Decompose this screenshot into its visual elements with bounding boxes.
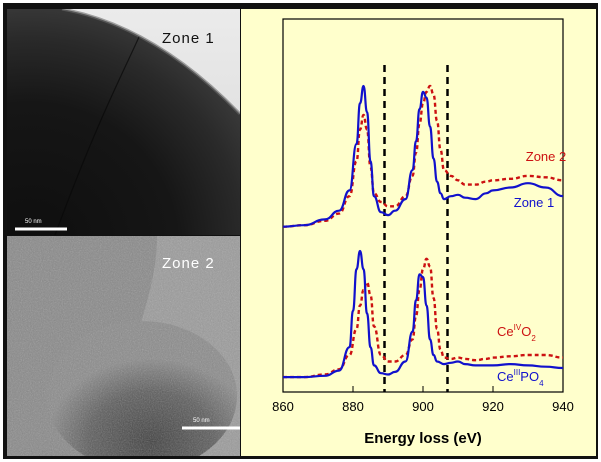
x-axis-ticks: 860 880 900 920 940 [272, 386, 574, 414]
x-tick-label: 900 [412, 399, 434, 414]
reference-lines [383, 65, 449, 392]
x-tick-label: 880 [342, 399, 364, 414]
tem-image-zone2-picture: 50 nm Zone 2 [7, 236, 240, 456]
series-line-ceivo2 [282, 257, 564, 379]
eels-plot-panel: 860 880 900 920 940 Energy loss (eV) Zone 2 … [241, 9, 596, 456]
tem-image-zone1: 50 nm Zone 1 [7, 9, 240, 235]
tem-image-zone2: 50 nm Zone 2 [7, 236, 240, 456]
figure-frame: 50 nm Zone 1 [3, 3, 598, 459]
scalebar-top-label: 50 nm [25, 219, 42, 225]
series-line-zone-1 [282, 84, 564, 228]
eels-chart: 860 880 900 920 940 Energy loss (eV) Zone 2 … [272, 18, 574, 447]
tem-image-zone1-picture: 50 nm Zone 1 [7, 9, 240, 235]
scalebar-bottom-label: 50 nm [193, 418, 210, 424]
zone1-curve-label: Zone 1 [514, 195, 554, 210]
x-axis-title: Energy loss (eV) [364, 430, 482, 447]
series-line-zone-2 [282, 84, 564, 228]
x-tick-label: 920 [482, 399, 504, 414]
spectra [282, 84, 564, 379]
ceo2-curve-label: CeIVO2 [497, 323, 536, 343]
cepo4-curve-label: CeIIIPO4 [497, 368, 544, 388]
x-tick-label: 940 [552, 399, 574, 414]
zone1-image-label: Zone 1 [162, 30, 215, 47]
zone2-curve-label: Zone 2 [526, 149, 566, 164]
x-tick-label: 860 [272, 399, 294, 414]
series-line-ceiiipo4 [282, 249, 564, 379]
zone2-image-label: Zone 2 [162, 255, 215, 272]
